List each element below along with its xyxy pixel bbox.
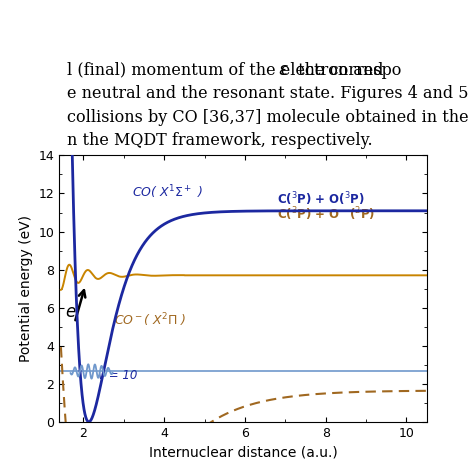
Text: v = 10: v = 10: [98, 369, 137, 382]
Text: C($^3$P) + O$^-$($^2$P): C($^3$P) + O$^-$($^2$P): [277, 205, 375, 223]
Text: CO( X$^1\Sigma^+$ ): CO( X$^1\Sigma^+$ ): [132, 183, 202, 201]
Text: collisions by CO [36,37] molecule obtained in the CI m: collisions by CO [36,37] molecule obtain…: [66, 109, 474, 126]
Text: $e$: $e$: [65, 303, 77, 321]
Y-axis label: Potential energy (eV): Potential energy (eV): [19, 215, 33, 362]
Text: C($^3$P) + O($^3$P): C($^3$P) + O($^3$P): [277, 190, 365, 208]
Text: l (final) momentum of the electron and: l (final) momentum of the electron and: [66, 62, 388, 79]
X-axis label: Internuclear distance (a.u.): Internuclear distance (a.u.): [148, 445, 337, 459]
Text: n the MQDT framework, respectively.: n the MQDT framework, respectively.: [66, 132, 372, 149]
Text: $\epsilon$: $\epsilon$: [278, 62, 289, 79]
Text: e neutral and the resonant state. Figures 4 and 5 sho: e neutral and the resonant state. Figure…: [66, 85, 474, 102]
Text: the correspo: the correspo: [292, 62, 401, 79]
Text: CO$^-$( X$^2\Pi$ ): CO$^-$( X$^2\Pi$ ): [114, 312, 186, 329]
